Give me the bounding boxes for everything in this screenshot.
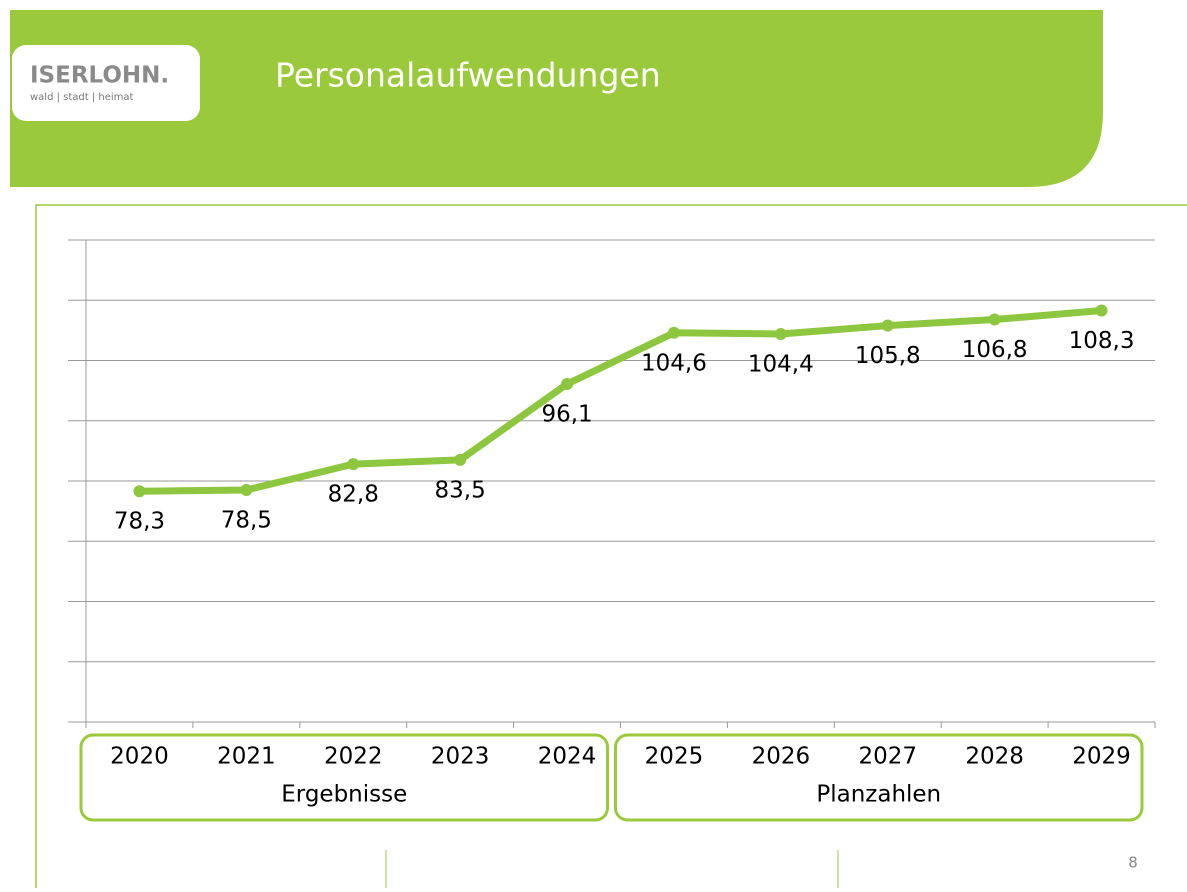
data-label: 96,1 bbox=[541, 401, 592, 427]
data-point bbox=[774, 327, 787, 340]
data-point bbox=[347, 458, 360, 471]
data-label: 108,3 bbox=[1069, 328, 1135, 354]
page-number: 8 bbox=[1128, 854, 1138, 872]
data-point bbox=[881, 319, 894, 332]
data-label: 78,5 bbox=[221, 508, 272, 534]
group-label: Ergebnisse bbox=[281, 782, 407, 808]
x-tick-label: 2024 bbox=[538, 744, 597, 770]
data-label: 78,3 bbox=[114, 509, 165, 535]
x-tick-label: 2022 bbox=[324, 744, 383, 770]
data-label: 106,8 bbox=[962, 337, 1028, 363]
logo-name: ISERLOHN. bbox=[30, 63, 169, 89]
series-line bbox=[139, 307, 1102, 495]
x-tick-label: 2021 bbox=[217, 744, 276, 770]
data-point bbox=[133, 485, 146, 498]
header-band bbox=[10, 10, 1103, 187]
x-tick-label: 2026 bbox=[752, 744, 811, 770]
data-label: 104,6 bbox=[641, 350, 707, 376]
group-label: Planzahlen bbox=[816, 782, 941, 808]
data-point bbox=[988, 313, 1001, 326]
x-tick-label: 2023 bbox=[431, 744, 490, 770]
data-point bbox=[667, 326, 680, 339]
data-point bbox=[240, 484, 253, 497]
data-point bbox=[1095, 304, 1108, 317]
data-label: 83,5 bbox=[435, 477, 486, 503]
x-tick-label: 2025 bbox=[645, 744, 704, 770]
data-point bbox=[454, 453, 467, 466]
group-box bbox=[79, 733, 609, 822]
chart-title: Personalaufwendungen bbox=[275, 56, 661, 95]
group-box bbox=[614, 733, 1144, 822]
logo-box bbox=[12, 45, 200, 121]
data-point bbox=[561, 377, 574, 390]
x-tick-label: 2028 bbox=[965, 744, 1024, 770]
x-tick-label: 2027 bbox=[858, 744, 917, 770]
data-label: 82,8 bbox=[328, 482, 379, 508]
data-label: 105,8 bbox=[855, 343, 921, 369]
x-tick-label: 2029 bbox=[1072, 744, 1131, 770]
x-tick-label: 2020 bbox=[110, 744, 169, 770]
data-label: 104,4 bbox=[748, 351, 814, 377]
logo-tagline: wald | stadt | heimat bbox=[30, 92, 134, 103]
content-frame bbox=[35, 204, 1187, 888]
